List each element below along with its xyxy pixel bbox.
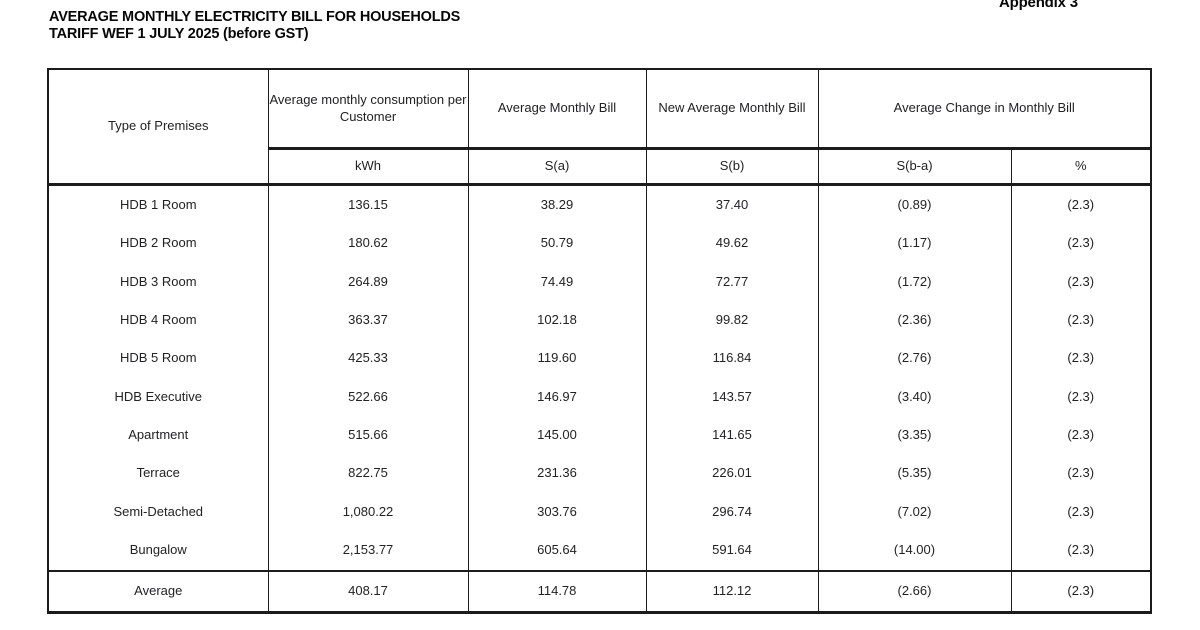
- cell-new-avg-bill: 591.64: [645, 531, 819, 571]
- subheader-percent: %: [1010, 148, 1152, 186]
- cell-change-percent: (2.3): [1010, 454, 1152, 494]
- cell-change-dollar: (1.72): [817, 262, 1012, 302]
- cell-premises: Apartment: [47, 416, 269, 455]
- cell-consumption: 408.17: [267, 569, 469, 613]
- cell-change-percent: (2.3): [1010, 184, 1152, 225]
- cell-change-dollar: (2.76): [817, 339, 1012, 378]
- header-row-units: kWh S(a) S(b) S(b-a) %: [48, 148, 1152, 186]
- cell-premises: HDB 1 Room: [47, 184, 269, 225]
- col-header-new-average-monthly-bill: New Average Monthly Bill: [645, 69, 819, 150]
- cell-premises: HDB 3 Room: [47, 262, 269, 302]
- cell-change-percent: (2.3): [1010, 224, 1152, 263]
- cell-change-percent: (2.3): [1010, 301, 1152, 340]
- cell-change-percent: (2.3): [1010, 569, 1152, 613]
- cell-new-avg-bill: 143.57: [645, 377, 819, 417]
- cell-consumption: 522.66: [267, 377, 469, 417]
- cell-change-percent: (2.3): [1010, 377, 1152, 417]
- cell-change-dollar: (5.35): [817, 454, 1012, 494]
- cell-consumption: 1,080.22: [267, 493, 469, 532]
- cell-avg-bill: 146.97: [467, 377, 647, 417]
- title-line-1: AVERAGE MONTHLY ELECTRICITY BILL FOR HOU…: [49, 9, 461, 25]
- table-row-apartment: Apartment 515.66 145.00 141.65 (3.35) (2…: [47, 416, 1152, 455]
- cell-new-avg-bill: 37.40: [645, 184, 819, 225]
- cell-avg-bill: 605.64: [467, 531, 647, 571]
- col-header-consumption: Average monthly consumption per Customer: [267, 69, 469, 150]
- cell-premises: HDB Executive: [47, 377, 269, 417]
- cell-avg-bill: 303.76: [467, 493, 647, 532]
- cell-new-avg-bill: 141.65: [645, 416, 819, 455]
- cell-consumption: 180.62: [267, 224, 469, 263]
- cell-change-percent: (2.3): [1010, 339, 1152, 378]
- cell-new-avg-bill: 99.82: [645, 301, 819, 340]
- subheader-s-b: S(b): [645, 148, 819, 186]
- cell-change-percent: (2.3): [1010, 416, 1152, 455]
- cell-consumption: 425.33: [267, 339, 469, 378]
- cell-avg-bill: 102.18: [467, 301, 647, 340]
- col-header-average-monthly-bill: Average Monthly Bill: [467, 69, 647, 150]
- cell-premises: Semi-Detached: [47, 493, 269, 532]
- cell-change-dollar: (2.66): [817, 569, 1012, 613]
- cell-consumption: 515.66: [267, 416, 469, 455]
- cell-avg-bill: 74.49: [467, 262, 647, 302]
- document-title: AVERAGE MONTHLY ELECTRICITY BILL FOR HOU…: [49, 9, 460, 43]
- cell-new-avg-bill: 116.84: [645, 339, 819, 378]
- cell-change-percent: (2.3): [1010, 531, 1152, 571]
- table-row-average: Average 408.17 114.78 112.12 (2.66) (2.3…: [47, 569, 1152, 613]
- cell-change-percent: (2.3): [1010, 493, 1152, 532]
- table-row-hdb-1-room: HDB 1 Room 136.15 38.29 37.40 (0.89) (2.…: [47, 184, 1152, 225]
- appendix-label: Appendix 3: [999, 0, 1078, 11]
- cell-change-dollar: (3.35): [817, 416, 1012, 455]
- cell-change-dollar: (14.00): [817, 531, 1012, 571]
- header-row-main: Type of Premises Average monthly consump…: [47, 69, 1152, 186]
- cell-new-avg-bill: 72.77: [645, 262, 819, 302]
- table-row-hdb-3-room: HDB 3 Room 264.89 74.49 72.77 (1.72) (2.…: [47, 262, 1152, 302]
- cell-premises: Bungalow: [47, 531, 269, 571]
- cell-consumption: 2,153.77: [267, 531, 469, 571]
- cell-consumption: 822.75: [267, 454, 469, 494]
- table-row-hdb-executive: HDB Executive 522.66 146.97 143.57 (3.40…: [47, 377, 1152, 417]
- cell-consumption: 136.15: [267, 184, 469, 225]
- table-row-bungalow: Bungalow 2,153.77 605.64 591.64 (14.00) …: [47, 531, 1152, 571]
- cell-new-avg-bill: 112.12: [645, 569, 819, 613]
- electricity-bill-table: Type of Premises Average monthly consump…: [47, 68, 1152, 614]
- cell-change-dollar: (0.89): [817, 184, 1012, 225]
- cell-change-percent: (2.3): [1010, 262, 1152, 302]
- subheader-s-a: S(a): [467, 148, 647, 186]
- cell-change-dollar: (3.40): [817, 377, 1012, 417]
- cell-premises: HDB 4 Room: [47, 301, 269, 340]
- cell-new-avg-bill: 49.62: [645, 224, 819, 263]
- cell-avg-bill: 231.36: [467, 454, 647, 494]
- title-line-2: TARIFF WEF 1 JULY 2025 (before GST): [49, 26, 309, 42]
- cell-premises: HDB 2 Room: [47, 224, 269, 263]
- cell-consumption: 264.89: [267, 262, 469, 302]
- cell-avg-bill: 119.60: [467, 339, 647, 378]
- cell-premises: HDB 5 Room: [47, 339, 269, 378]
- cell-new-avg-bill: 226.01: [645, 454, 819, 494]
- cell-avg-bill: 145.00: [467, 416, 647, 455]
- cell-premises: Average: [47, 569, 269, 613]
- cell-consumption: 363.37: [267, 301, 469, 340]
- table-row-hdb-4-room: HDB 4 Room 363.37 102.18 99.82 (2.36) (2…: [47, 301, 1152, 340]
- cell-avg-bill: 114.78: [467, 569, 647, 613]
- table-row-terrace: Terrace 822.75 231.36 226.01 (5.35) (2.3…: [47, 454, 1152, 494]
- cell-avg-bill: 50.79: [467, 224, 647, 263]
- subheader-kwh: kWh: [267, 148, 469, 186]
- cell-avg-bill: 38.29: [467, 184, 647, 225]
- cell-premises: Terrace: [47, 454, 269, 494]
- table-row-hdb-5-room: HDB 5 Room 425.33 119.60 116.84 (2.76) (…: [47, 339, 1152, 378]
- col-header-average-change: Average Change in Monthly Bill: [817, 69, 1152, 150]
- table-row-hdb-2-room: HDB 2 Room 180.62 50.79 49.62 (1.17) (2.…: [47, 224, 1152, 263]
- col-header-type-of-premises: Type of Premises: [47, 69, 269, 186]
- cell-change-dollar: (2.36): [817, 301, 1012, 340]
- cell-new-avg-bill: 296.74: [645, 493, 819, 532]
- table-row-semi-detached: Semi-Detached 1,080.22 303.76 296.74 (7.…: [47, 493, 1152, 532]
- cell-change-dollar: (1.17): [817, 224, 1012, 263]
- cell-change-dollar: (7.02): [817, 493, 1012, 532]
- subheader-s-b-a: S(b-a): [817, 148, 1012, 186]
